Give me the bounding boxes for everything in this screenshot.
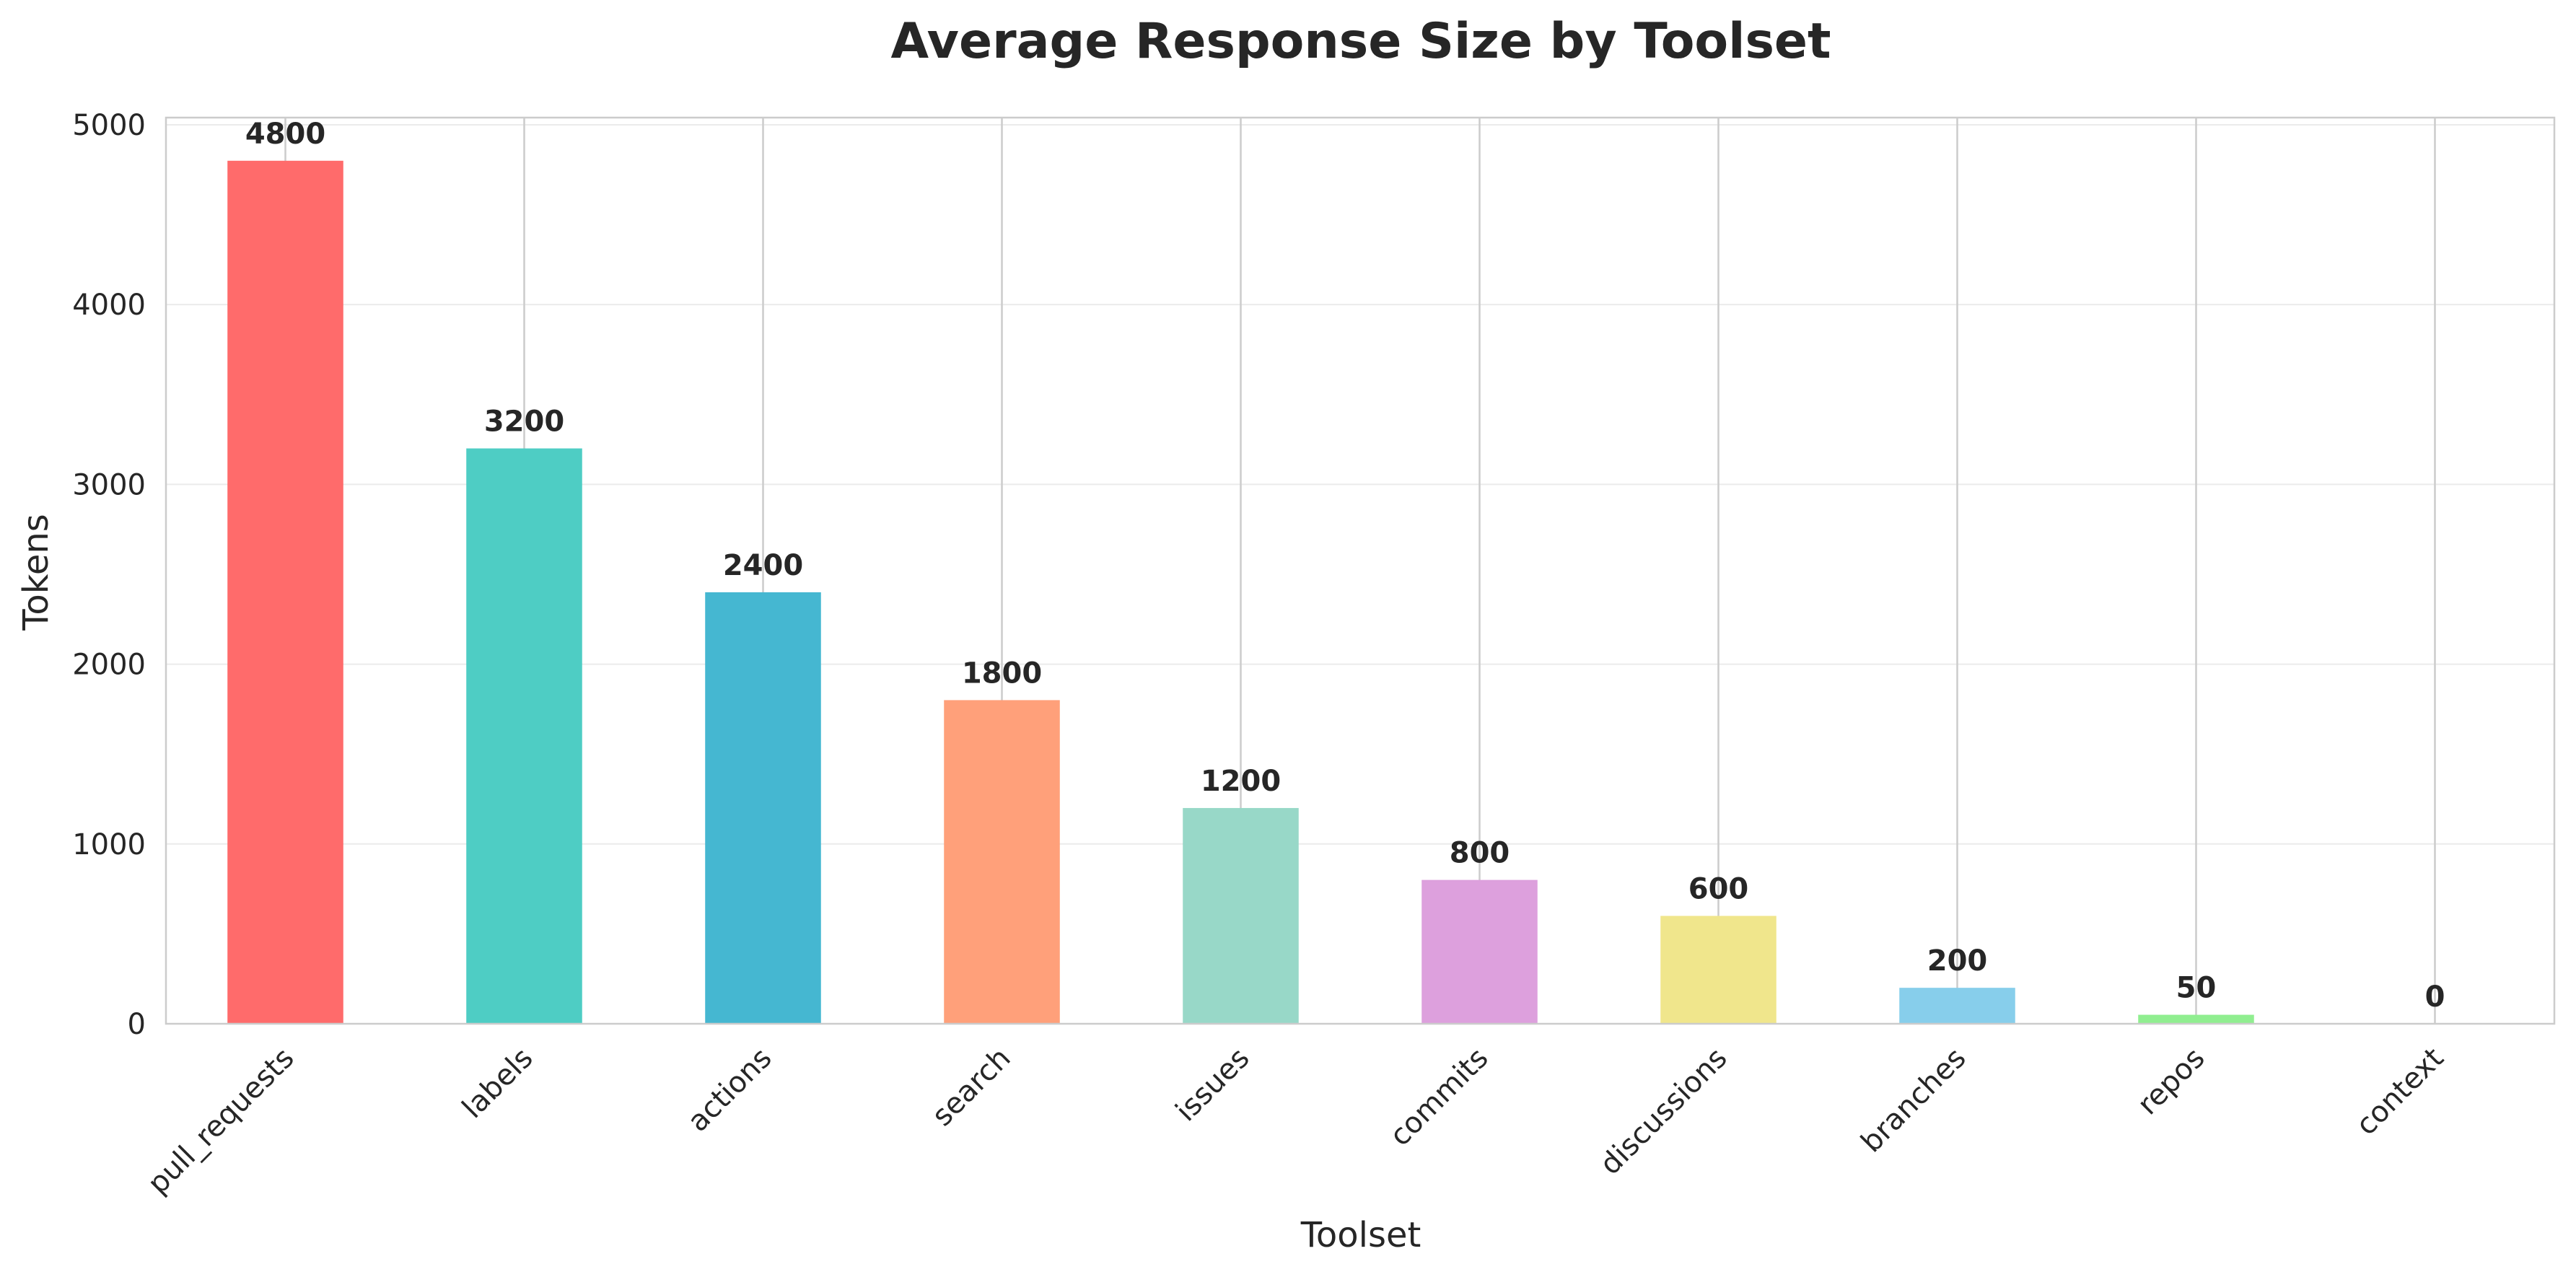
data-label-repos: 50 bbox=[2176, 972, 2217, 1005]
data-label-commits: 800 bbox=[1450, 837, 1510, 870]
y-axis-ticks: 0 1000 2000 3000 4000 5000 bbox=[72, 109, 146, 1041]
bar-issues bbox=[1183, 807, 1299, 1024]
x-axis-label: Toolset bbox=[1300, 1215, 1421, 1255]
x-tick-label-pull_requests: pull_requests bbox=[141, 1042, 301, 1201]
x-tick-label-labels: labels bbox=[456, 1042, 540, 1125]
y-tick-label: 2000 bbox=[72, 649, 146, 682]
data-label-issues: 1200 bbox=[1201, 765, 1281, 798]
bar-labels bbox=[466, 448, 582, 1024]
x-tick-label-issues: issues bbox=[1170, 1042, 1256, 1128]
bar-repos bbox=[2138, 1014, 2254, 1024]
plot-border bbox=[165, 116, 2556, 1025]
y-tick-label: 4000 bbox=[72, 289, 146, 322]
x-tick-label-search: search bbox=[926, 1042, 1017, 1133]
plot-frame bbox=[165, 116, 2556, 1025]
data-label-actions: 2400 bbox=[723, 549, 803, 582]
data-label-labels: 3200 bbox=[484, 405, 564, 439]
data-labels: 4800 3200 2400 1800 1200 800 600 200 50 0 bbox=[245, 118, 2445, 1014]
bar-search bbox=[944, 700, 1060, 1024]
y-tick-label: 1000 bbox=[72, 828, 146, 861]
bar-commits bbox=[1421, 879, 1538, 1024]
x-tick-label-discussions: discussions bbox=[1594, 1042, 1734, 1182]
bar-actions bbox=[705, 592, 821, 1024]
y-tick-label: 3000 bbox=[72, 468, 146, 501]
x-tick-label-branches: branches bbox=[1855, 1042, 1973, 1159]
x-tick-label-context: context bbox=[2349, 1042, 2450, 1142]
data-label-pull_requests: 4800 bbox=[245, 118, 325, 151]
x-tick-label-repos: repos bbox=[2132, 1042, 2212, 1122]
bars bbox=[227, 160, 2254, 1024]
x-axis-ticks: pull_requests labels actions search issues co… bbox=[141, 1042, 2450, 1201]
chart-title: Average Response Size by Toolset bbox=[890, 13, 1831, 70]
data-label-discussions: 600 bbox=[1688, 872, 1749, 905]
bar-discussions bbox=[1660, 916, 1777, 1024]
data-label-branches: 200 bbox=[1927, 944, 1988, 978]
bar-branches bbox=[1899, 988, 2015, 1024]
y-tick-label: 0 bbox=[128, 1008, 146, 1041]
data-label-context: 0 bbox=[2425, 980, 2445, 1014]
y-axis-label: Tokens bbox=[16, 514, 56, 631]
x-tick-label-commits: commits bbox=[1383, 1042, 1494, 1153]
bar-pull_requests bbox=[227, 160, 343, 1024]
x-tick-label-actions: actions bbox=[681, 1042, 778, 1138]
y-tick-label: 5000 bbox=[72, 109, 146, 142]
data-label-search: 1800 bbox=[962, 657, 1042, 690]
